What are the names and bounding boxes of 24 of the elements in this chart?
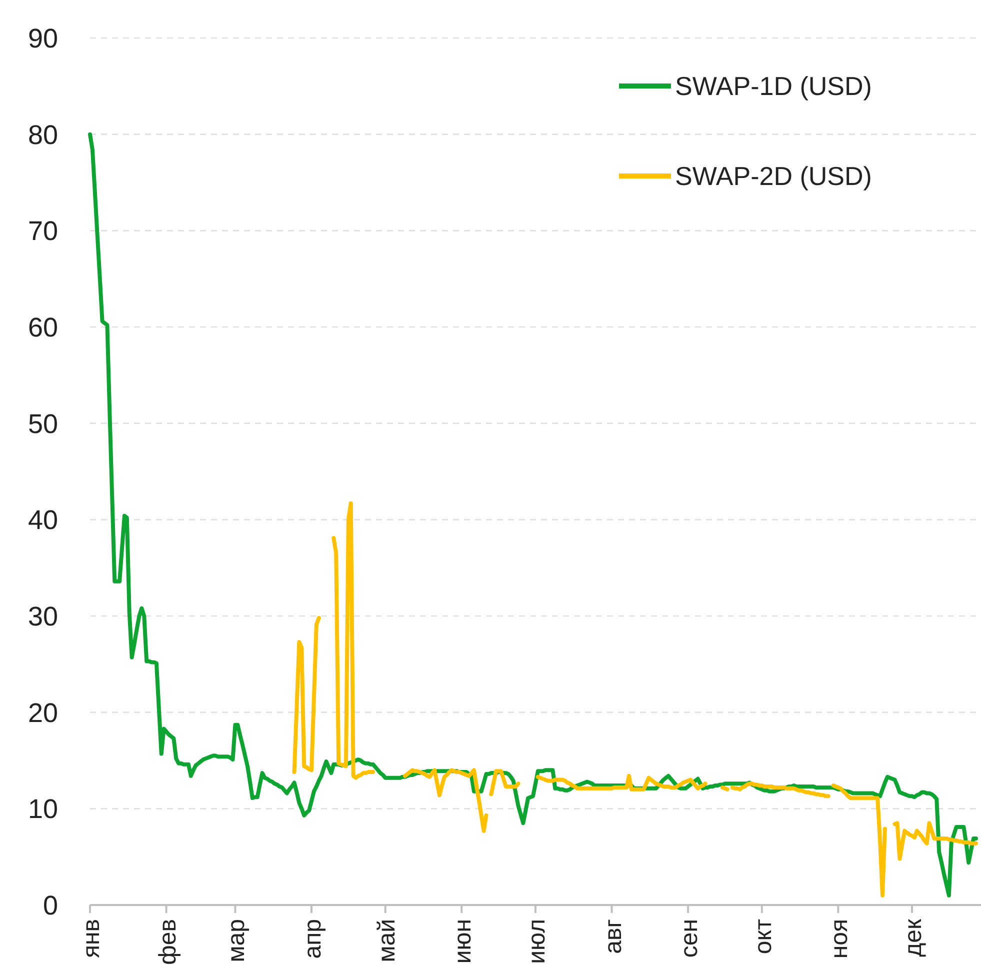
y-tick-label: 80: [28, 120, 58, 150]
legend-label: SWAP-1D (USD): [675, 71, 872, 102]
x-tick-label: окт: [750, 918, 777, 954]
legend-label: SWAP-2D (USD): [675, 161, 872, 192]
x-tick-label: фев: [154, 919, 182, 965]
y-tick-label: 10: [28, 794, 58, 824]
x-tick-label: сен: [676, 919, 704, 958]
y-tick-label: 50: [28, 408, 58, 439]
x-tick-label: апр: [300, 919, 326, 959]
x-tick-label: июл: [523, 919, 550, 964]
y-tick-label: 40: [28, 505, 58, 536]
y-tick-label: 30: [28, 601, 58, 632]
x-tick-label: янв: [78, 919, 105, 958]
y-tick-label: 70: [28, 216, 58, 246]
x-tick-label: июн: [450, 919, 477, 964]
x-tick-label: мар: [223, 919, 250, 962]
y-tick-label: 0: [42, 890, 58, 920]
x-tick-label: дек: [900, 918, 928, 957]
x-tick-label: ноя: [826, 919, 854, 959]
x-tick-label: май: [373, 919, 400, 962]
y-tick-label: 20: [28, 698, 58, 728]
x-tick-label: авг: [600, 918, 627, 954]
y-tick-label: 60: [28, 312, 58, 342]
y-tick-label: 90: [28, 23, 58, 54]
